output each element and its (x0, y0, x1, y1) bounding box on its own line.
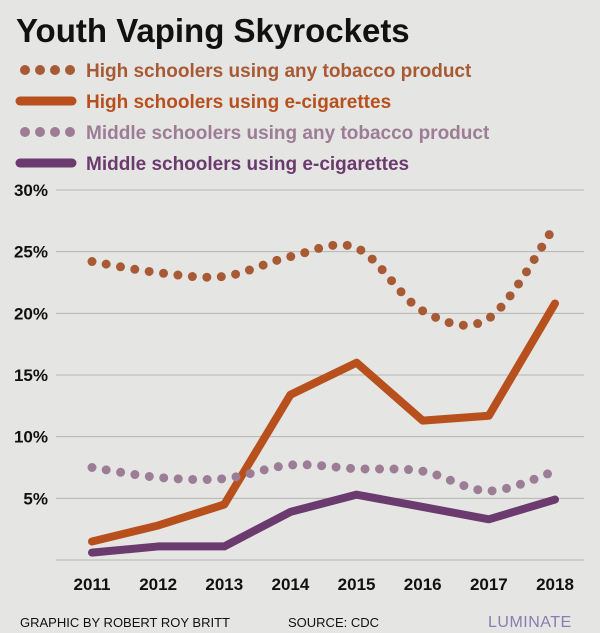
source-text: SOURCE: CDC (288, 615, 379, 630)
legend: High schoolers using any tobacco product… (15, 61, 490, 175)
y-tick-label: 25% (14, 243, 48, 262)
x-axis-labels: 2011 2012 2013 2014 2015 2016 2017 2018 (74, 575, 574, 594)
y-tick-label: 5% (23, 489, 48, 508)
x-tick-label: 2018 (536, 575, 574, 594)
legend-marker-2 (35, 127, 45, 137)
series-line-1 (88, 299, 559, 546)
y-tick-label: 20% (14, 304, 48, 323)
legend-label-1: High schoolers using e-cigarettes (86, 92, 391, 113)
series-lines (87, 221, 560, 557)
y-tick-label: 15% (14, 366, 48, 385)
y-tick-label: 10% (14, 428, 48, 447)
x-tick-label: 2013 (205, 575, 243, 594)
x-tick-label: 2015 (338, 575, 376, 594)
legend-marker-2 (65, 127, 75, 137)
y-axis-labels: 30% 25% 20% 15% 10% 5% (14, 181, 48, 508)
x-tick-label: 2017 (470, 575, 508, 594)
credit-text: GRAPHIC BY ROBERT ROY BRITT (20, 615, 230, 630)
y-tick-label: 30% (14, 181, 48, 200)
x-tick-label: 2014 (272, 575, 310, 594)
series-line-2 (87, 460, 560, 496)
legend-marker-0 (35, 65, 45, 75)
legend-label-3: Middle schoolers using e-cigarettes (86, 154, 409, 175)
legend-marker-0 (50, 65, 60, 75)
x-tick-label: 2016 (404, 575, 442, 594)
legend-label-2: Middle schoolers using any tobacco produ… (86, 123, 490, 144)
series-line-0 (87, 221, 560, 330)
x-tick-label: 2012 (139, 575, 177, 594)
series-line-3 (88, 490, 559, 557)
brand-logo: LUMINATE (488, 614, 572, 631)
legend-label-0: High schoolers using any tobacco product (86, 61, 472, 82)
chart-title: Youth Vaping Skyrockets (16, 12, 410, 49)
legend-marker-0 (65, 65, 75, 75)
grid-lines (56, 189, 584, 561)
legend-marker-2 (20, 127, 30, 137)
x-tick-label: 2011 (74, 575, 111, 594)
legend-marker-2 (50, 127, 60, 137)
legend-marker-0 (20, 65, 30, 75)
